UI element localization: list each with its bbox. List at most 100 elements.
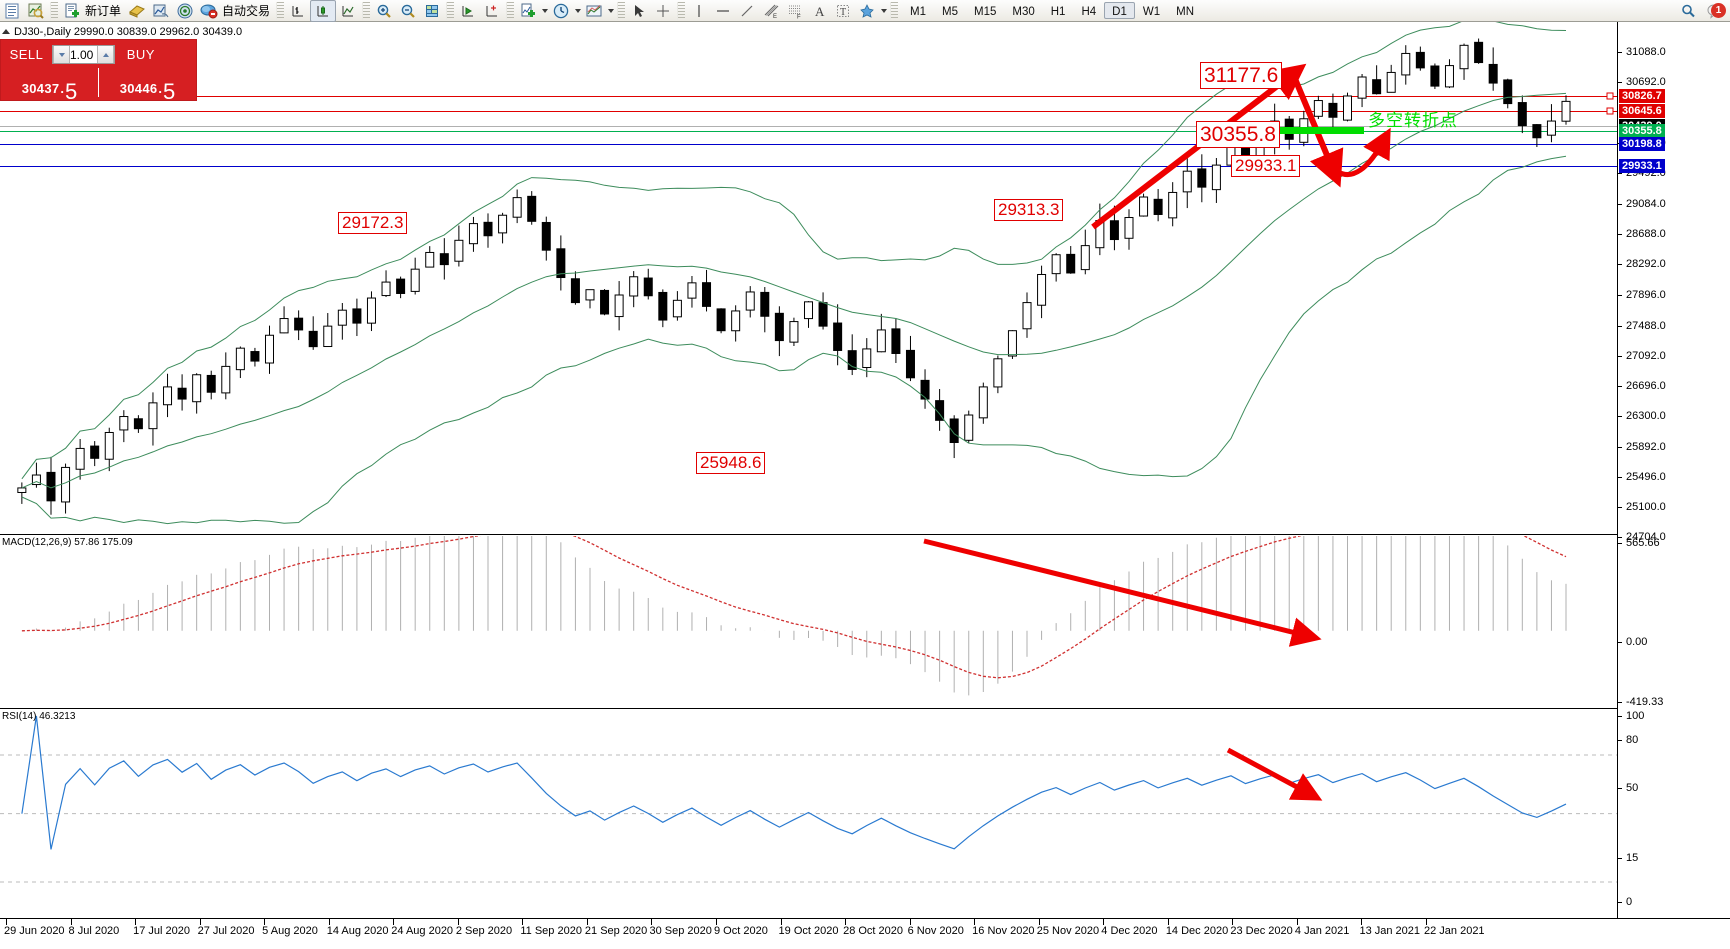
templates-icon[interactable] [582,1,606,21]
resistance-2-label[interactable]: 30645.6 [1619,104,1665,118]
fibonacci-icon[interactable]: F [783,1,807,21]
tag-bottom-25948[interactable]: 25948.6 [696,452,766,474]
svg-text:E: E [773,14,777,19]
volume-increase-icon[interactable] [97,46,115,63]
expert-advisor-icon[interactable] [125,1,149,21]
price-axis[interactable]: 31088.030692.029888.029492.029084.028688… [1617,22,1730,918]
date-tick-label: 6 Nov 2020 [907,925,964,937]
turning-point-bar [1272,127,1364,134]
toolbar-separator [50,1,58,20]
date-grid-tick [328,919,330,925]
chart-title-text: DJ30-,Daily 29990.0 30839.0 29962.0 3043… [14,26,243,38]
vertical-line-icon[interactable] [687,1,711,21]
search-icon[interactable] [1676,1,1700,21]
level-handle-30826[interactable] [1606,92,1614,100]
market-watch-icon[interactable] [24,1,48,21]
timeframe-group: M1 M5 M15 M30 H1 H4 D1 W1 MN [902,2,1202,19]
timeframe-m15[interactable]: M15 [974,6,997,18]
timeframe-w1[interactable]: W1 [1142,6,1161,18]
one-click-trading-panel[interactable]: SELL 1.00 BUY 30437 . 5 30446 . [0,39,197,104]
chart-collapse-icon[interactable] [2,29,10,34]
autotrading-icon[interactable] [197,1,221,21]
date-tick-label: 4 Dec 2020 [1101,925,1158,937]
horizontal-line-icon[interactable] [711,1,735,21]
buy-price-frac: 5 [163,79,176,104]
date-grid-tick [586,919,588,925]
chevron-down-icon[interactable] [879,1,888,21]
volume-value[interactable]: 1.00 [70,47,94,62]
timeframe-h1[interactable]: H1 [1050,6,1066,18]
price-tick: 27896.0 [1618,289,1666,301]
volume-stepper[interactable]: 1.00 [52,45,116,64]
buy-price[interactable]: 30446 . 5 [99,66,196,104]
terminal-icon[interactable] [0,1,24,21]
date-grid-tick [1103,919,1105,925]
timeframe-d1[interactable]: D1 [1104,2,1135,19]
date-grid-tick [1426,919,1427,925]
notification-icon[interactable]: 1 [1700,1,1730,21]
line-chart-icon[interactable] [336,1,360,21]
chart-area[interactable]: 31177.6 30355.8 29933.1 29313.3 29172.3 … [0,22,1730,949]
indicators-icon[interactable] [516,1,540,21]
tag-low-29933[interactable]: 29933.1 [1231,155,1301,177]
chevron-down-icon[interactable] [540,1,549,21]
chevron-down-icon[interactable] [573,1,582,21]
bar-chart-icon[interactable] [286,1,310,21]
date-grid-tick [716,919,717,925]
date-grid-tick [135,919,137,925]
tag-high-31177[interactable]: 31177.6 [1200,62,1283,89]
date-grid-tick [522,919,524,925]
tag-peak-29172[interactable]: 29172.3 [338,212,408,234]
sell-price[interactable]: 30437 . 5 [1,66,98,103]
support-blue-1-label[interactable]: 30198.8 [1619,137,1665,151]
timeframe-m5[interactable]: M5 [942,6,958,18]
resistance-1-label[interactable]: 30826.7 [1619,89,1665,103]
text-label-icon[interactable]: T [831,1,855,21]
price-tick: 25892.0 [1618,441,1666,453]
level-handle-30645[interactable] [1606,107,1614,115]
buy-button-label[interactable]: BUY [126,47,155,62]
price-plot[interactable]: 31177.6 30355.8 29933.1 29313.3 29172.3 … [0,22,1617,918]
cursor-icon[interactable] [627,1,651,21]
date-axis[interactable]: 29 Jun 2020 8 Jul 2020 17 Jul 2020 27 Jul 2… [0,918,1730,949]
date-tick-label: 30 Sep 2020 [649,925,712,937]
toolbar-separator [362,1,371,20]
support-green-label[interactable]: 30355.8 [1619,124,1665,138]
trendline-icon[interactable] [735,1,759,21]
periods-icon[interactable] [549,1,573,21]
strategy-tester-icon[interactable] [149,1,173,21]
support-blue-2-label[interactable]: 29933.1 [1619,159,1665,173]
auto-scroll-icon[interactable] [456,1,480,21]
date-tick-label: 24 Aug 2020 [391,925,454,937]
text-icon[interactable]: A [807,1,831,21]
tag-mid-30355[interactable]: 30355.8 [1196,121,1280,148]
crosshair-icon[interactable] [651,1,675,21]
timeframe-mn[interactable]: MN [1176,6,1194,18]
macd-scale-bottom: -419.33 [1618,696,1663,708]
candlestick-chart-icon[interactable] [310,0,337,22]
autotrading-label[interactable]: 自动交易 [222,4,271,18]
chart-shift-icon[interactable] [420,1,444,21]
date-grid-tick [457,919,459,925]
price-tick: 27092.0 [1618,350,1666,362]
new-order-label[interactable]: 新订单 [85,4,122,18]
volume-decrease-icon[interactable] [53,46,70,63]
tag-low-29313[interactable]: 29313.3 [994,199,1064,221]
timeframe-m30[interactable]: M30 [1012,6,1035,18]
signals-icon[interactable] [173,1,197,21]
zoom-in-icon[interactable] [372,1,396,21]
svg-text:T: T [840,7,846,18]
timeframe-h4[interactable]: H4 [1081,6,1097,18]
equidistant-channel-icon[interactable]: E [759,1,783,21]
zoom-out-icon[interactable] [396,1,420,21]
objects-icon[interactable] [855,1,879,21]
timeframe-m1[interactable]: M1 [910,6,927,18]
main-toolbar: 新订单 自动交易 [0,0,1730,22]
chevron-down-icon[interactable] [606,1,615,21]
chart-shift-end-icon[interactable] [480,1,504,21]
date-tick-label: 29 Jun 2020 [4,925,65,937]
sell-button-label[interactable]: SELL [9,47,44,62]
turning-point-note[interactable]: 多空转折点 [1368,111,1458,131]
toolbar-separator [890,1,899,20]
new-order-icon[interactable] [60,1,84,21]
